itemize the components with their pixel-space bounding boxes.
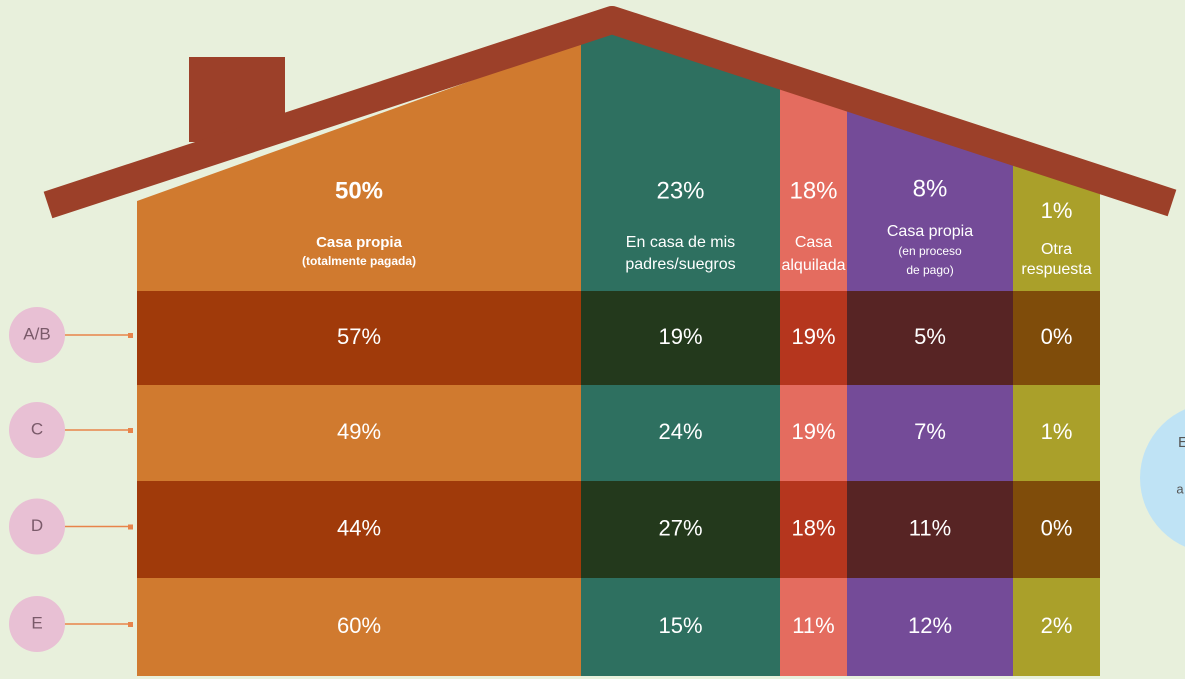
row-badge bbox=[9, 596, 65, 652]
column-label: Casa propia bbox=[887, 223, 973, 240]
column-label: Otra bbox=[1041, 241, 1072, 258]
cell-value: 11% bbox=[909, 515, 951, 540]
cell-value: 19% bbox=[658, 324, 702, 349]
cell-value: 18% bbox=[791, 515, 835, 540]
side-note: E bbox=[1178, 434, 1185, 451]
row-band bbox=[847, 481, 1013, 578]
connector-end bbox=[128, 428, 133, 433]
row-badge bbox=[9, 402, 65, 458]
column-total: 8% bbox=[913, 175, 948, 202]
cell-value: 5% bbox=[914, 324, 946, 349]
cell-value: 12% bbox=[908, 613, 952, 638]
cell-value: 7% bbox=[914, 419, 946, 444]
row-band bbox=[137, 481, 581, 578]
cell-value: 57% bbox=[337, 324, 381, 349]
cell-value: 24% bbox=[658, 419, 702, 444]
sky bbox=[0, 0, 1185, 220]
cell-value: 0% bbox=[1041, 324, 1073, 349]
cell-value: 19% bbox=[791, 419, 835, 444]
connector-end bbox=[128, 333, 133, 338]
cell-value: 11% bbox=[792, 613, 834, 638]
cell-value: 15% bbox=[658, 613, 702, 638]
column-total: 1% bbox=[1041, 198, 1073, 223]
cell-value: 1% bbox=[1041, 419, 1073, 444]
labels: 50% Casa propia (totalmente pagada) 23% En c… bbox=[9, 175, 1185, 652]
cell-value: 49% bbox=[337, 419, 381, 444]
cell-value: 19% bbox=[791, 324, 835, 349]
connector-end bbox=[128, 524, 133, 530]
row-badge bbox=[9, 498, 65, 555]
row-badge bbox=[9, 307, 65, 363]
row-band bbox=[137, 291, 581, 385]
cell-value: 60% bbox=[337, 613, 381, 638]
row-label: E bbox=[31, 613, 42, 632]
column-label: Casa propia bbox=[316, 234, 403, 251]
row-label: C bbox=[31, 419, 43, 438]
cell-value: 2% bbox=[1041, 613, 1073, 638]
cell-value: 0% bbox=[1041, 515, 1073, 540]
row-label: D bbox=[31, 516, 43, 535]
column-label: de pago) bbox=[906, 263, 953, 277]
column-label: (totalmente pagada) bbox=[302, 254, 416, 268]
row-band bbox=[1013, 481, 1100, 578]
column-label: alquilada bbox=[781, 257, 845, 274]
row-band bbox=[581, 481, 780, 578]
row-band bbox=[1013, 291, 1100, 385]
column-total: 50% bbox=[335, 177, 383, 204]
column-label: (en proceso bbox=[898, 244, 962, 258]
row-band bbox=[581, 291, 780, 385]
column-label: Casa bbox=[795, 234, 832, 251]
connector-end bbox=[128, 622, 133, 627]
column-label: En casa de mis bbox=[626, 234, 735, 251]
roof bbox=[43, 6, 1177, 219]
cell-value: 44% bbox=[337, 515, 381, 540]
row-band bbox=[780, 481, 847, 578]
side-note: a bbox=[1176, 481, 1184, 496]
column-total: 18% bbox=[789, 177, 837, 204]
side-bubble bbox=[1140, 409, 1185, 547]
row-label: A/B bbox=[23, 324, 50, 343]
cell-value: 27% bbox=[658, 515, 702, 540]
row-band bbox=[847, 291, 1013, 385]
row-band bbox=[780, 291, 847, 385]
column-total: 23% bbox=[656, 177, 704, 204]
column-label: respuesta bbox=[1021, 261, 1091, 278]
column-label: padres/suegros bbox=[625, 256, 735, 273]
